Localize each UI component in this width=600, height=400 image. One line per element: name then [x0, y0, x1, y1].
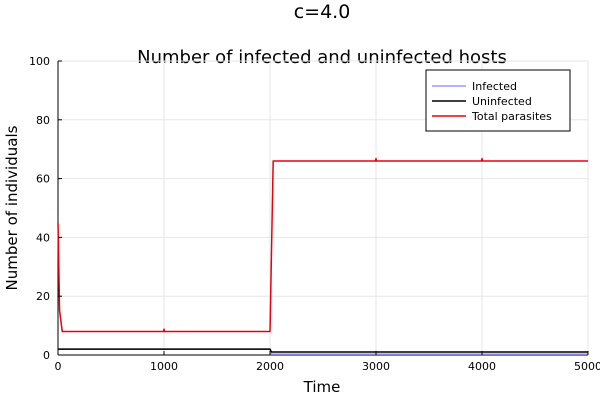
- x-axis-label: Time: [303, 378, 341, 396]
- series-line-uninfected: [58, 348, 588, 353]
- x-tick-label-5: 5000: [574, 360, 600, 373]
- y-axis-label: Number of individuals: [3, 125, 21, 290]
- chart-title: Number of infected and uninfected hosts: [137, 47, 507, 68]
- y-tick-label-0: 0: [43, 349, 50, 362]
- y-tick-label-1: 20: [36, 290, 50, 303]
- x-tick-label-1: 1000: [150, 360, 178, 373]
- ticks-layer: 0 1000 2000 3000 4000 5000 0 20 40 60 80 100: [29, 55, 600, 373]
- x-tick-label-2: 2000: [256, 360, 284, 373]
- y-tick-label-2: 40: [36, 231, 50, 244]
- legend-label-total-parasites: Total parasites: [471, 110, 552, 123]
- chart-suptitle: c=4.0: [294, 1, 351, 23]
- axes-layer: [57, 61, 588, 356]
- x-tick-label-3: 3000: [362, 360, 390, 373]
- legend-label-infected: Infected: [472, 80, 517, 93]
- legend-label-uninfected: Uninfected: [472, 95, 532, 108]
- x-tick-label-4: 4000: [468, 360, 496, 373]
- y-tick-label-5: 100: [29, 55, 50, 68]
- series-line-total-parasites: [57, 157, 588, 333]
- series-layer: [57, 157, 588, 355]
- legend: Infected Uninfected Total parasites: [425, 69, 571, 132]
- x-tick-label-0: 0: [55, 360, 62, 373]
- y-tick-label-3: 60: [36, 173, 50, 186]
- y-tick-label-4: 80: [36, 114, 50, 127]
